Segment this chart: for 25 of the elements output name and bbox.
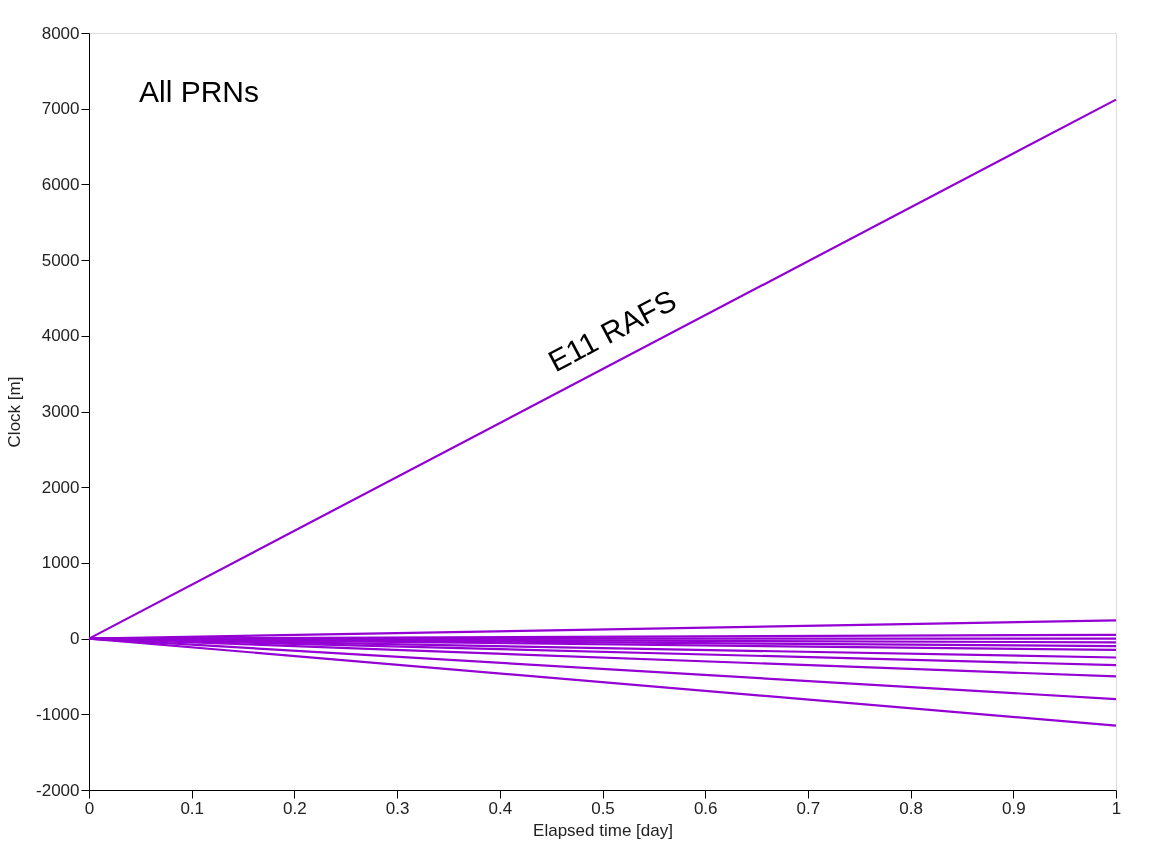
y-tick-label: 7000 (41, 99, 80, 119)
y-tick-label: 8000 (41, 23, 80, 43)
x-tick-label: 0.2 (283, 798, 307, 818)
y-tick-label: 2000 (41, 477, 80, 497)
y-tick-label: -1000 (36, 704, 80, 724)
x-tick-label: 0.5 (591, 798, 615, 818)
x-tick-label: 0.6 (693, 798, 718, 818)
annotation: All PRNs (139, 75, 260, 108)
y-tick-label: 4000 (41, 326, 80, 346)
y-tick-label: -2000 (36, 780, 80, 800)
x-tick-label: 1 (1111, 798, 1122, 818)
x-tick-label: 0.4 (488, 798, 513, 818)
x-tick-label: 0 (84, 798, 95, 818)
x-tick-label: 0.8 (899, 798, 923, 818)
x-tick-label: 0.7 (796, 798, 821, 818)
x-tick-label: 0.9 (1001, 798, 1026, 818)
x-tick-label: 0.3 (385, 798, 410, 818)
y-tick-label: 3000 (41, 402, 80, 421)
x-tick-label: 0.1 (180, 798, 205, 818)
y-axis-title: Clock [m] (5, 376, 25, 448)
y-tick-label: 1000 (41, 553, 80, 573)
y-tick-label: 6000 (41, 174, 80, 194)
x-axis-title: Elapsed time [day] (533, 820, 673, 840)
y-tick-label: 0 (70, 629, 80, 649)
y-tick-label: 5000 (41, 250, 80, 270)
